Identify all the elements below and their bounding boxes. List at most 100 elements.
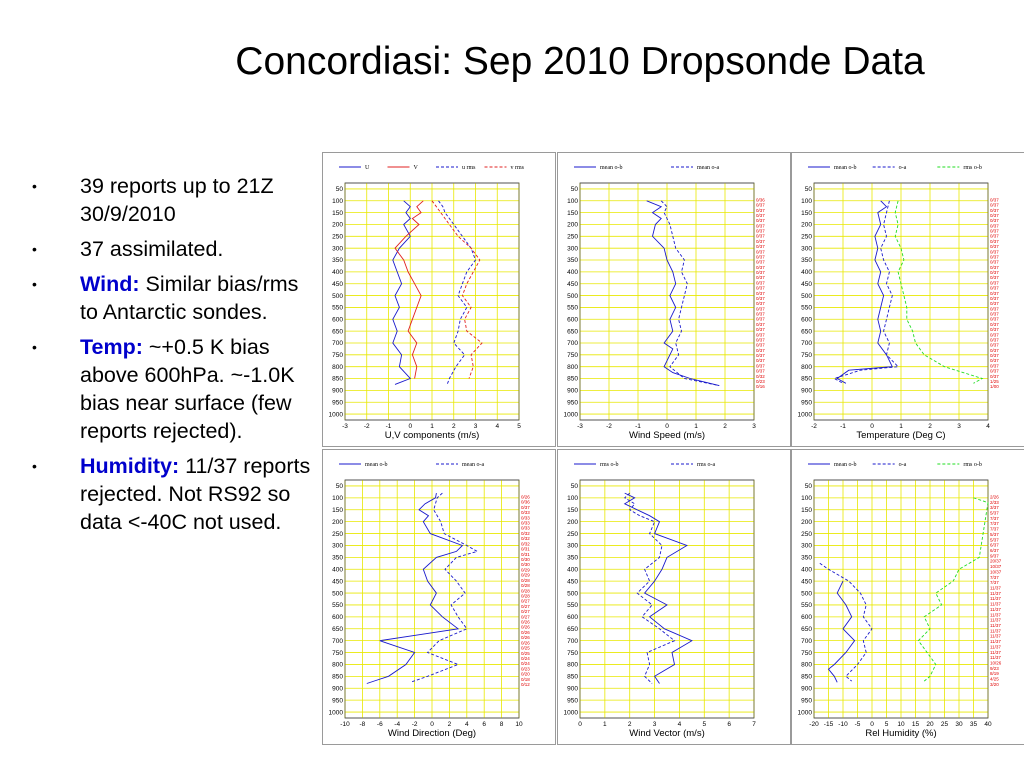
- y-tick-label: 200: [801, 222, 812, 229]
- y-tick-label: 950: [567, 399, 578, 406]
- bullet-dot-icon: •: [32, 178, 37, 194]
- report-count-label: 0/37: [756, 358, 765, 363]
- x-tick-label: 6: [482, 721, 486, 728]
- report-count-label: 0/29: [521, 573, 530, 578]
- report-count-label: 0/37: [756, 265, 765, 270]
- report-count-label: 7/37: [990, 521, 999, 526]
- series-line: [836, 200, 893, 384]
- y-tick-label: 500: [332, 293, 343, 300]
- y-tick-label: 100: [332, 495, 343, 502]
- y-tick-label: 600: [567, 614, 578, 621]
- report-count-label: 0/32: [521, 531, 530, 536]
- y-tick-label: 700: [567, 638, 578, 645]
- y-tick-label: 1000: [564, 709, 579, 716]
- plot-frame: [813, 479, 989, 719]
- y-tick-label: 50: [571, 186, 579, 193]
- x-tick-label: 3: [752, 423, 756, 430]
- series-line: [819, 562, 873, 682]
- x-tick-label: 1: [899, 423, 903, 430]
- y-tick-label: 200: [332, 222, 343, 229]
- y-tick-label: 350: [801, 555, 812, 562]
- report-count-label: 7/37: [990, 527, 999, 532]
- y-tick-label: 800: [801, 662, 812, 669]
- y-tick-label: 950: [801, 697, 812, 704]
- report-count-label: 0/37: [756, 213, 765, 218]
- y-tick-label: 700: [567, 340, 578, 347]
- x-tick-label: -15: [824, 721, 834, 728]
- report-count-label: 0/37: [756, 332, 765, 337]
- y-tick-label: 900: [801, 685, 812, 692]
- series-line: [366, 493, 464, 684]
- y-tick-label: 650: [801, 626, 812, 633]
- x-tick-label: 10: [515, 721, 523, 728]
- report-count-label: 0/37: [990, 348, 999, 353]
- chart-panel-rel-humidity: -20 -15 -10 -5 0 5 10 15 20 25 30 35 40 50 100 150 200 25…: [791, 449, 1024, 745]
- report-count-label: 0/33: [521, 521, 530, 526]
- x-tick-label: 0: [870, 721, 874, 728]
- y-tick-label: 950: [567, 697, 578, 704]
- report-count-label: 11/37: [990, 602, 1001, 607]
- report-count-label: 11/37: [990, 607, 1001, 612]
- y-tick-label: 600: [801, 614, 812, 621]
- report-count-label: 7/37: [990, 516, 999, 521]
- report-count-label: 0/37: [756, 239, 765, 244]
- y-tick-label: 200: [567, 519, 578, 526]
- series-line: [646, 200, 720, 387]
- y-tick-label: 50: [336, 186, 344, 193]
- report-count-label: 10/37: [990, 569, 1002, 574]
- report-count-label: 0/37: [990, 254, 999, 259]
- y-tick-label: 300: [801, 245, 812, 252]
- y-tick-label: 700: [801, 638, 812, 645]
- y-tick-label: 900: [332, 388, 343, 395]
- x-tick-label: -20: [809, 721, 819, 728]
- x-tick-label: 7: [752, 721, 756, 728]
- report-count-label: 2/33: [990, 500, 999, 505]
- report-count-label: 0/33: [521, 526, 530, 531]
- report-count-label: 11/37: [990, 591, 1001, 596]
- report-count-label: 0/27: [521, 599, 530, 604]
- legend-label: mean o-a: [697, 165, 719, 171]
- y-tick-label: 300: [567, 245, 578, 252]
- report-count-label: 11/37: [990, 634, 1001, 639]
- y-tick-label: 850: [801, 674, 812, 681]
- report-count-label: 0/37: [990, 312, 999, 317]
- bullet-keyword: Humidity:: [80, 454, 180, 478]
- y-tick-label: 50: [805, 186, 813, 193]
- y-tick-label: 550: [801, 602, 812, 609]
- legend-label: rms o-b: [600, 462, 619, 468]
- report-count-label: 3/37: [990, 505, 999, 510]
- y-tick-label: 250: [801, 234, 812, 241]
- y-tick-label: 900: [567, 388, 578, 395]
- series-line: [833, 200, 900, 384]
- report-count-label: 0/37: [756, 337, 765, 342]
- bullet-item: • Temp: ~+0.5 K bias above 600hPa. ~-1.0K…: [28, 333, 318, 445]
- report-count-label: 0/37: [756, 312, 765, 317]
- chart-svg-wind-speed: -3 -2 -1 0 1 2 3501001502002503003504004505005…: [564, 165, 766, 441]
- y-tick-label: 250: [567, 531, 578, 538]
- legend-label: mean o-a: [462, 462, 484, 468]
- report-count-label: 9/37: [990, 553, 999, 558]
- report-count-label: 0/24: [521, 656, 530, 661]
- y-tick-label: 450: [567, 578, 578, 585]
- report-count-label: 0/37: [756, 369, 765, 374]
- bullet-text: 11/37 reports rejected. Not RS92 so data…: [80, 454, 311, 534]
- x-tick-label: 0: [578, 721, 582, 728]
- y-tick-label: 100: [332, 198, 343, 205]
- report-count-label: 0/26: [521, 494, 530, 499]
- report-count-label: 0/25: [521, 646, 530, 651]
- x-tick-label: -4: [394, 721, 400, 728]
- report-count-label: 10/26: [990, 660, 1002, 665]
- series-line: [827, 580, 856, 683]
- report-count-label: 0/37: [990, 270, 999, 275]
- y-tick-label: 500: [332, 590, 343, 597]
- report-count-label: 7/37: [990, 575, 999, 580]
- y-tick-label: 450: [332, 578, 343, 585]
- series-line: [623, 492, 676, 684]
- report-count-label: 0/37: [990, 265, 999, 270]
- bullet-text: 37 assimilated.: [80, 237, 224, 261]
- bullet-dot-icon: •: [32, 339, 37, 355]
- bullet-text: Similar bias/rms to Antarctic sondes.: [80, 272, 299, 324]
- y-tick-label: 600: [801, 316, 812, 323]
- y-tick-label: 50: [336, 483, 344, 490]
- y-tick-label: 750: [332, 352, 343, 359]
